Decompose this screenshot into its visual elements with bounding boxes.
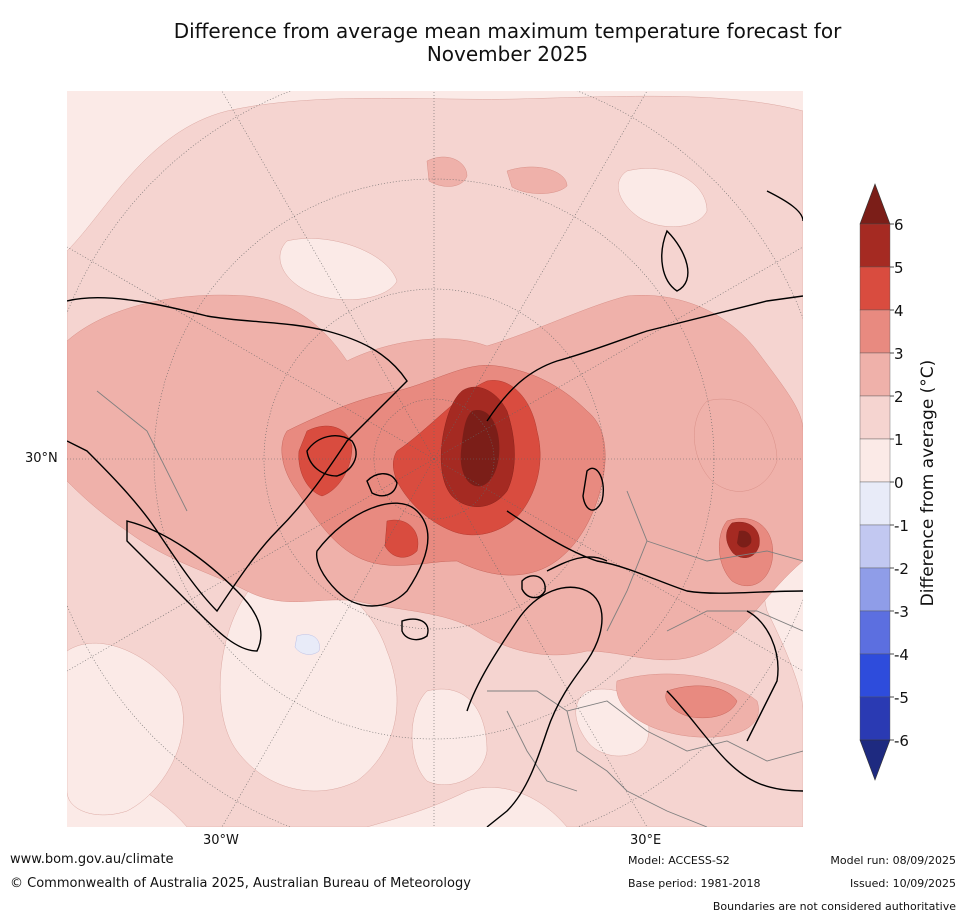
anomaly-neg-patch xyxy=(294,634,320,655)
footer-copyright: © Commonwealth of Australia 2025, Austra… xyxy=(10,876,471,891)
colorbar-extend-top xyxy=(859,183,891,225)
colorbar-tick-label: 3 xyxy=(894,345,904,363)
footer-model: Model: ACCESS-S2 xyxy=(628,854,730,867)
colorbar-bin xyxy=(859,309,891,354)
colorbar: 6 5 4 3 2 1 0 -1 -2 -3 -4 -5 -6 xyxy=(840,180,960,790)
colorbar-svg: 6 5 4 3 2 1 0 -1 -2 -3 -4 -5 -6 xyxy=(859,183,909,781)
footer-website: www.bom.gov.au/climate xyxy=(10,852,174,867)
colorbar-tick-label: -1 xyxy=(894,517,909,535)
colorbar-bin xyxy=(859,696,891,741)
title-line-2: November 2025 xyxy=(426,42,589,66)
anomaly-above-6 xyxy=(460,410,752,548)
country-boundaries xyxy=(96,390,803,827)
colorbar-bin xyxy=(859,395,891,440)
footer-base-period: Base period: 1981-2018 xyxy=(628,877,761,890)
coastlines xyxy=(67,190,803,827)
colorbar-extend-bottom xyxy=(859,739,891,781)
colorbar-tick-label: 2 xyxy=(894,388,904,406)
colorbar-bin xyxy=(859,223,891,268)
chart-title: Difference from average mean maximum tem… xyxy=(60,20,955,66)
colorbar-bin xyxy=(859,653,891,698)
colorbar-tick-label: -5 xyxy=(894,689,909,707)
colorbar-tick-label: 1 xyxy=(894,431,904,449)
lat-label-30n: 30°N xyxy=(25,451,58,466)
footer-issued: Issued: 10/09/2025 xyxy=(849,877,956,890)
colorbar-tick-label: 5 xyxy=(894,259,904,277)
colorbar-tick-label: 4 xyxy=(894,302,904,320)
colorbar-tick-label: -4 xyxy=(894,646,909,664)
title-line-1: Difference from average mean maximum tem… xyxy=(173,19,842,43)
footer-disclaimer: Boundaries are not considered authoritat… xyxy=(712,900,956,913)
footer-model-run: Model run: 08/09/2025 xyxy=(830,854,956,867)
colorbar-bin xyxy=(859,266,891,311)
anomaly-0-1-pockets xyxy=(67,168,708,816)
colorbar-tick-label: -6 xyxy=(894,732,909,750)
colorbar-bin xyxy=(859,610,891,655)
colorbar-tick-label: 6 xyxy=(894,216,904,234)
colorbar-tick-label: 0 xyxy=(894,474,904,492)
forecast-map xyxy=(67,91,803,827)
lon-label-30e: 30°E xyxy=(630,833,662,848)
colorbar-bin xyxy=(859,481,891,526)
colorbar-bin xyxy=(859,352,891,397)
map-svg xyxy=(67,91,803,827)
colorbar-bin xyxy=(859,567,891,612)
lon-label-30w: 30°W xyxy=(203,833,239,848)
colorbar-bin xyxy=(859,524,891,569)
colorbar-tick-label: -3 xyxy=(894,603,909,621)
graticule xyxy=(67,91,803,827)
colorbar-label: Difference from average (°C) xyxy=(918,359,938,607)
colorbar-tick-label: -2 xyxy=(894,560,909,578)
colorbar-bin xyxy=(859,438,891,483)
